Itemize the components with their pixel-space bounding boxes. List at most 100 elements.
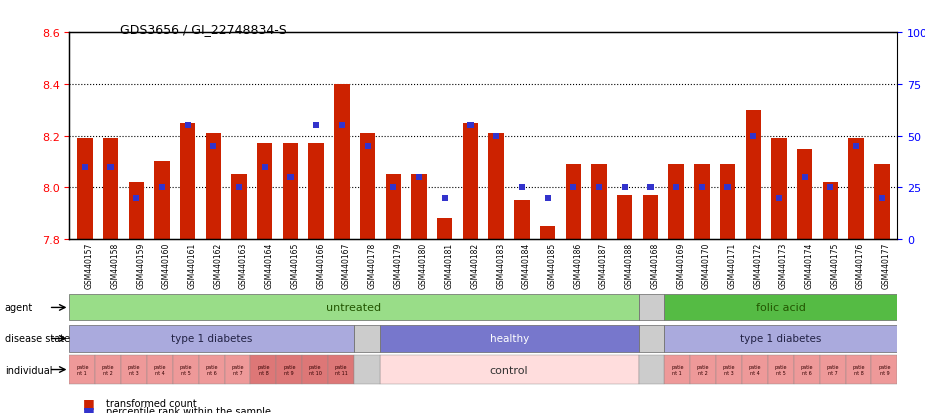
FancyBboxPatch shape <box>380 325 638 352</box>
Bar <box>540 227 555 240</box>
Bar <box>437 219 452 240</box>
FancyBboxPatch shape <box>545 195 550 202</box>
Text: patie
nt 5: patie nt 5 <box>179 364 192 375</box>
Bar <box>617 196 633 240</box>
FancyBboxPatch shape <box>664 325 897 352</box>
Text: GSM440172: GSM440172 <box>753 242 762 288</box>
FancyBboxPatch shape <box>147 355 173 385</box>
FancyBboxPatch shape <box>768 355 794 385</box>
FancyBboxPatch shape <box>724 185 731 191</box>
FancyBboxPatch shape <box>467 123 474 129</box>
Text: type 1 diabetes: type 1 diabetes <box>740 334 821 344</box>
FancyBboxPatch shape <box>845 355 871 385</box>
FancyBboxPatch shape <box>251 355 277 385</box>
Bar <box>746 110 761 240</box>
FancyBboxPatch shape <box>596 185 602 191</box>
Text: patie
nt 4: patie nt 4 <box>748 364 761 375</box>
Text: patie
nt 2: patie nt 2 <box>102 364 115 375</box>
Text: GSM440184: GSM440184 <box>522 242 531 288</box>
Text: ■: ■ <box>83 396 95 409</box>
Bar <box>360 134 376 240</box>
FancyBboxPatch shape <box>673 185 679 191</box>
Bar <box>874 165 890 240</box>
FancyBboxPatch shape <box>277 355 302 385</box>
Bar <box>154 162 169 240</box>
FancyBboxPatch shape <box>570 185 576 191</box>
Text: patie
nt 1: patie nt 1 <box>76 364 89 375</box>
FancyBboxPatch shape <box>519 185 525 191</box>
FancyBboxPatch shape <box>638 325 664 352</box>
Text: patie
nt 8: patie nt 8 <box>257 364 270 375</box>
Bar <box>412 175 426 240</box>
FancyBboxPatch shape <box>820 355 845 385</box>
FancyBboxPatch shape <box>313 123 319 129</box>
Text: patie
nt 1: patie nt 1 <box>672 364 684 375</box>
FancyBboxPatch shape <box>339 123 345 129</box>
Bar <box>591 165 607 240</box>
FancyBboxPatch shape <box>364 144 371 150</box>
FancyBboxPatch shape <box>302 355 328 385</box>
Text: GSM440171: GSM440171 <box>728 242 736 288</box>
Bar <box>257 144 273 240</box>
Text: GDS3656 / GI_22748834-S: GDS3656 / GI_22748834-S <box>120 23 287 36</box>
FancyBboxPatch shape <box>133 195 140 202</box>
FancyBboxPatch shape <box>638 355 664 385</box>
Bar <box>514 201 530 240</box>
Text: GSM440180: GSM440180 <box>419 242 428 288</box>
Bar <box>180 123 195 240</box>
Text: patie
nt 5: patie nt 5 <box>774 364 787 375</box>
FancyBboxPatch shape <box>185 123 191 129</box>
Bar <box>488 134 504 240</box>
FancyBboxPatch shape <box>853 144 859 150</box>
Text: ■: ■ <box>83 404 95 413</box>
FancyBboxPatch shape <box>716 355 742 385</box>
Text: GSM440161: GSM440161 <box>188 242 197 288</box>
Text: patie
nt 8: patie nt 8 <box>852 364 865 375</box>
FancyBboxPatch shape <box>121 355 147 385</box>
FancyBboxPatch shape <box>750 133 757 140</box>
Bar <box>848 139 864 240</box>
FancyBboxPatch shape <box>354 325 380 352</box>
Text: GSM440165: GSM440165 <box>290 242 300 288</box>
Text: GSM440183: GSM440183 <box>496 242 505 288</box>
Text: patie
nt 3: patie nt 3 <box>128 364 141 375</box>
Text: GSM440174: GSM440174 <box>805 242 814 288</box>
FancyBboxPatch shape <box>664 355 690 385</box>
Text: patie
nt 9: patie nt 9 <box>878 364 891 375</box>
FancyBboxPatch shape <box>69 325 354 352</box>
FancyBboxPatch shape <box>236 185 242 191</box>
Bar <box>771 139 786 240</box>
Bar <box>694 165 709 240</box>
Text: percentile rank within the sample: percentile rank within the sample <box>106 406 271 413</box>
Bar <box>103 139 118 240</box>
Text: GSM440170: GSM440170 <box>702 242 710 288</box>
FancyBboxPatch shape <box>107 164 114 171</box>
FancyBboxPatch shape <box>827 185 833 191</box>
Text: GSM440176: GSM440176 <box>857 242 865 288</box>
Bar <box>77 139 92 240</box>
FancyBboxPatch shape <box>328 355 354 385</box>
Text: patie
nt 11: patie nt 11 <box>335 364 348 375</box>
Text: patie
nt 4: patie nt 4 <box>154 364 166 375</box>
Text: GSM440187: GSM440187 <box>599 242 608 288</box>
Text: GSM440163: GSM440163 <box>239 242 248 288</box>
FancyBboxPatch shape <box>199 355 225 385</box>
Text: GSM440182: GSM440182 <box>471 242 479 288</box>
FancyBboxPatch shape <box>776 195 782 202</box>
FancyBboxPatch shape <box>879 195 885 202</box>
Text: GSM440157: GSM440157 <box>85 242 93 288</box>
FancyBboxPatch shape <box>69 355 95 385</box>
Text: untreated: untreated <box>327 303 381 313</box>
Text: agent: agent <box>5 303 33 313</box>
FancyBboxPatch shape <box>664 295 897 320</box>
Bar <box>386 175 401 240</box>
FancyBboxPatch shape <box>638 295 664 320</box>
Text: GSM440159: GSM440159 <box>136 242 145 288</box>
Bar <box>822 183 838 240</box>
Text: GSM440169: GSM440169 <box>676 242 685 288</box>
FancyBboxPatch shape <box>742 355 768 385</box>
Bar <box>720 165 735 240</box>
Text: patie
nt 7: patie nt 7 <box>231 364 244 375</box>
Text: patie
nt 10: patie nt 10 <box>309 364 322 375</box>
FancyBboxPatch shape <box>493 133 500 140</box>
